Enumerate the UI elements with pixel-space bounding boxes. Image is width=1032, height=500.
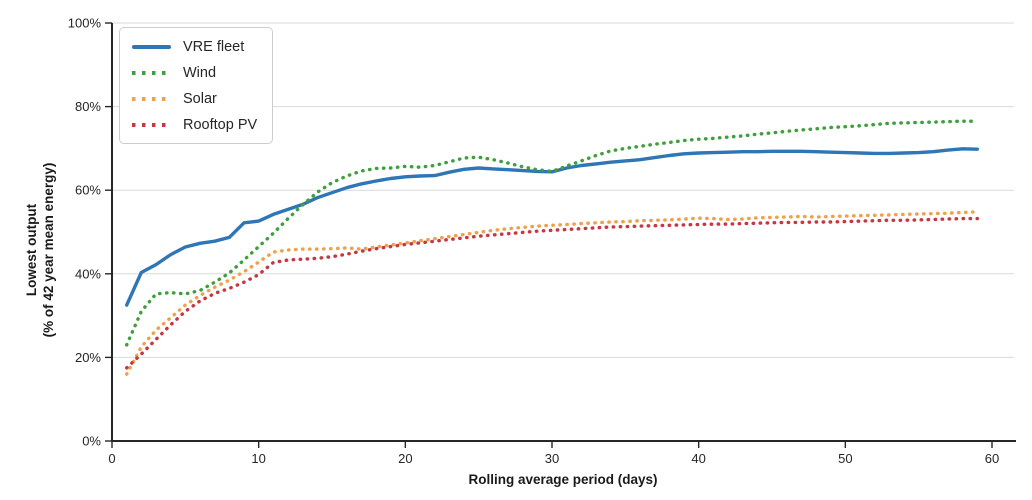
legend: VRE fleet Wind Solar Rooftop PV <box>119 27 273 144</box>
series-line-solar <box>124 210 979 376</box>
series-line-vre-fleet <box>124 147 979 307</box>
y-axis-title: Lowest output (% of 42 year mean energy) <box>23 163 57 338</box>
x-tick-label-30: 30 <box>545 451 559 466</box>
legend-item-wind: Wind <box>132 60 272 86</box>
y-tick-label-100: 100% <box>68 16 102 31</box>
x-tick-label-50: 50 <box>838 451 852 466</box>
x-tick-label-20: 20 <box>398 451 412 466</box>
vre-fleet-line-sample <box>132 45 171 49</box>
solar-line-sample <box>132 97 171 101</box>
series-line-rooftop-pv <box>124 216 979 370</box>
y-tick-label-40: 40% <box>75 266 101 281</box>
legend-label-vre-fleet: VRE fleet <box>183 39 245 55</box>
y-tick-label-80: 80% <box>75 99 101 114</box>
x-tick-label-40: 40 <box>691 451 705 466</box>
legend-label-wind: Wind <box>183 65 217 81</box>
legend-item-solar: Solar <box>132 86 272 112</box>
x-tick-label-10: 10 <box>251 451 265 466</box>
x-axis-title: Rolling average period (days) <box>468 472 658 487</box>
y-axis-title-line1: Lowest output <box>24 203 39 297</box>
y-tick-label-20: 20% <box>75 350 101 365</box>
legend-item-vre-fleet: VRE fleet <box>132 34 272 60</box>
y-tick-label-60: 60% <box>75 183 101 198</box>
rooftop-pv-line-sample <box>132 123 171 127</box>
x-tick-label-60: 60 <box>985 451 999 466</box>
legend-label-rooftop-pv: Rooftop PV <box>183 117 258 133</box>
y-tick-label-0: 0% <box>82 434 101 449</box>
series-line-wind <box>124 119 979 347</box>
y-axis-title-line2: (% of 42 year mean energy) <box>41 162 56 338</box>
legend-item-rooftop-pv: Rooftop PV <box>132 112 272 138</box>
x-tick-label-0: 0 <box>108 451 115 466</box>
legend-label-solar: Solar <box>183 91 217 107</box>
wind-line-sample <box>132 71 171 75</box>
